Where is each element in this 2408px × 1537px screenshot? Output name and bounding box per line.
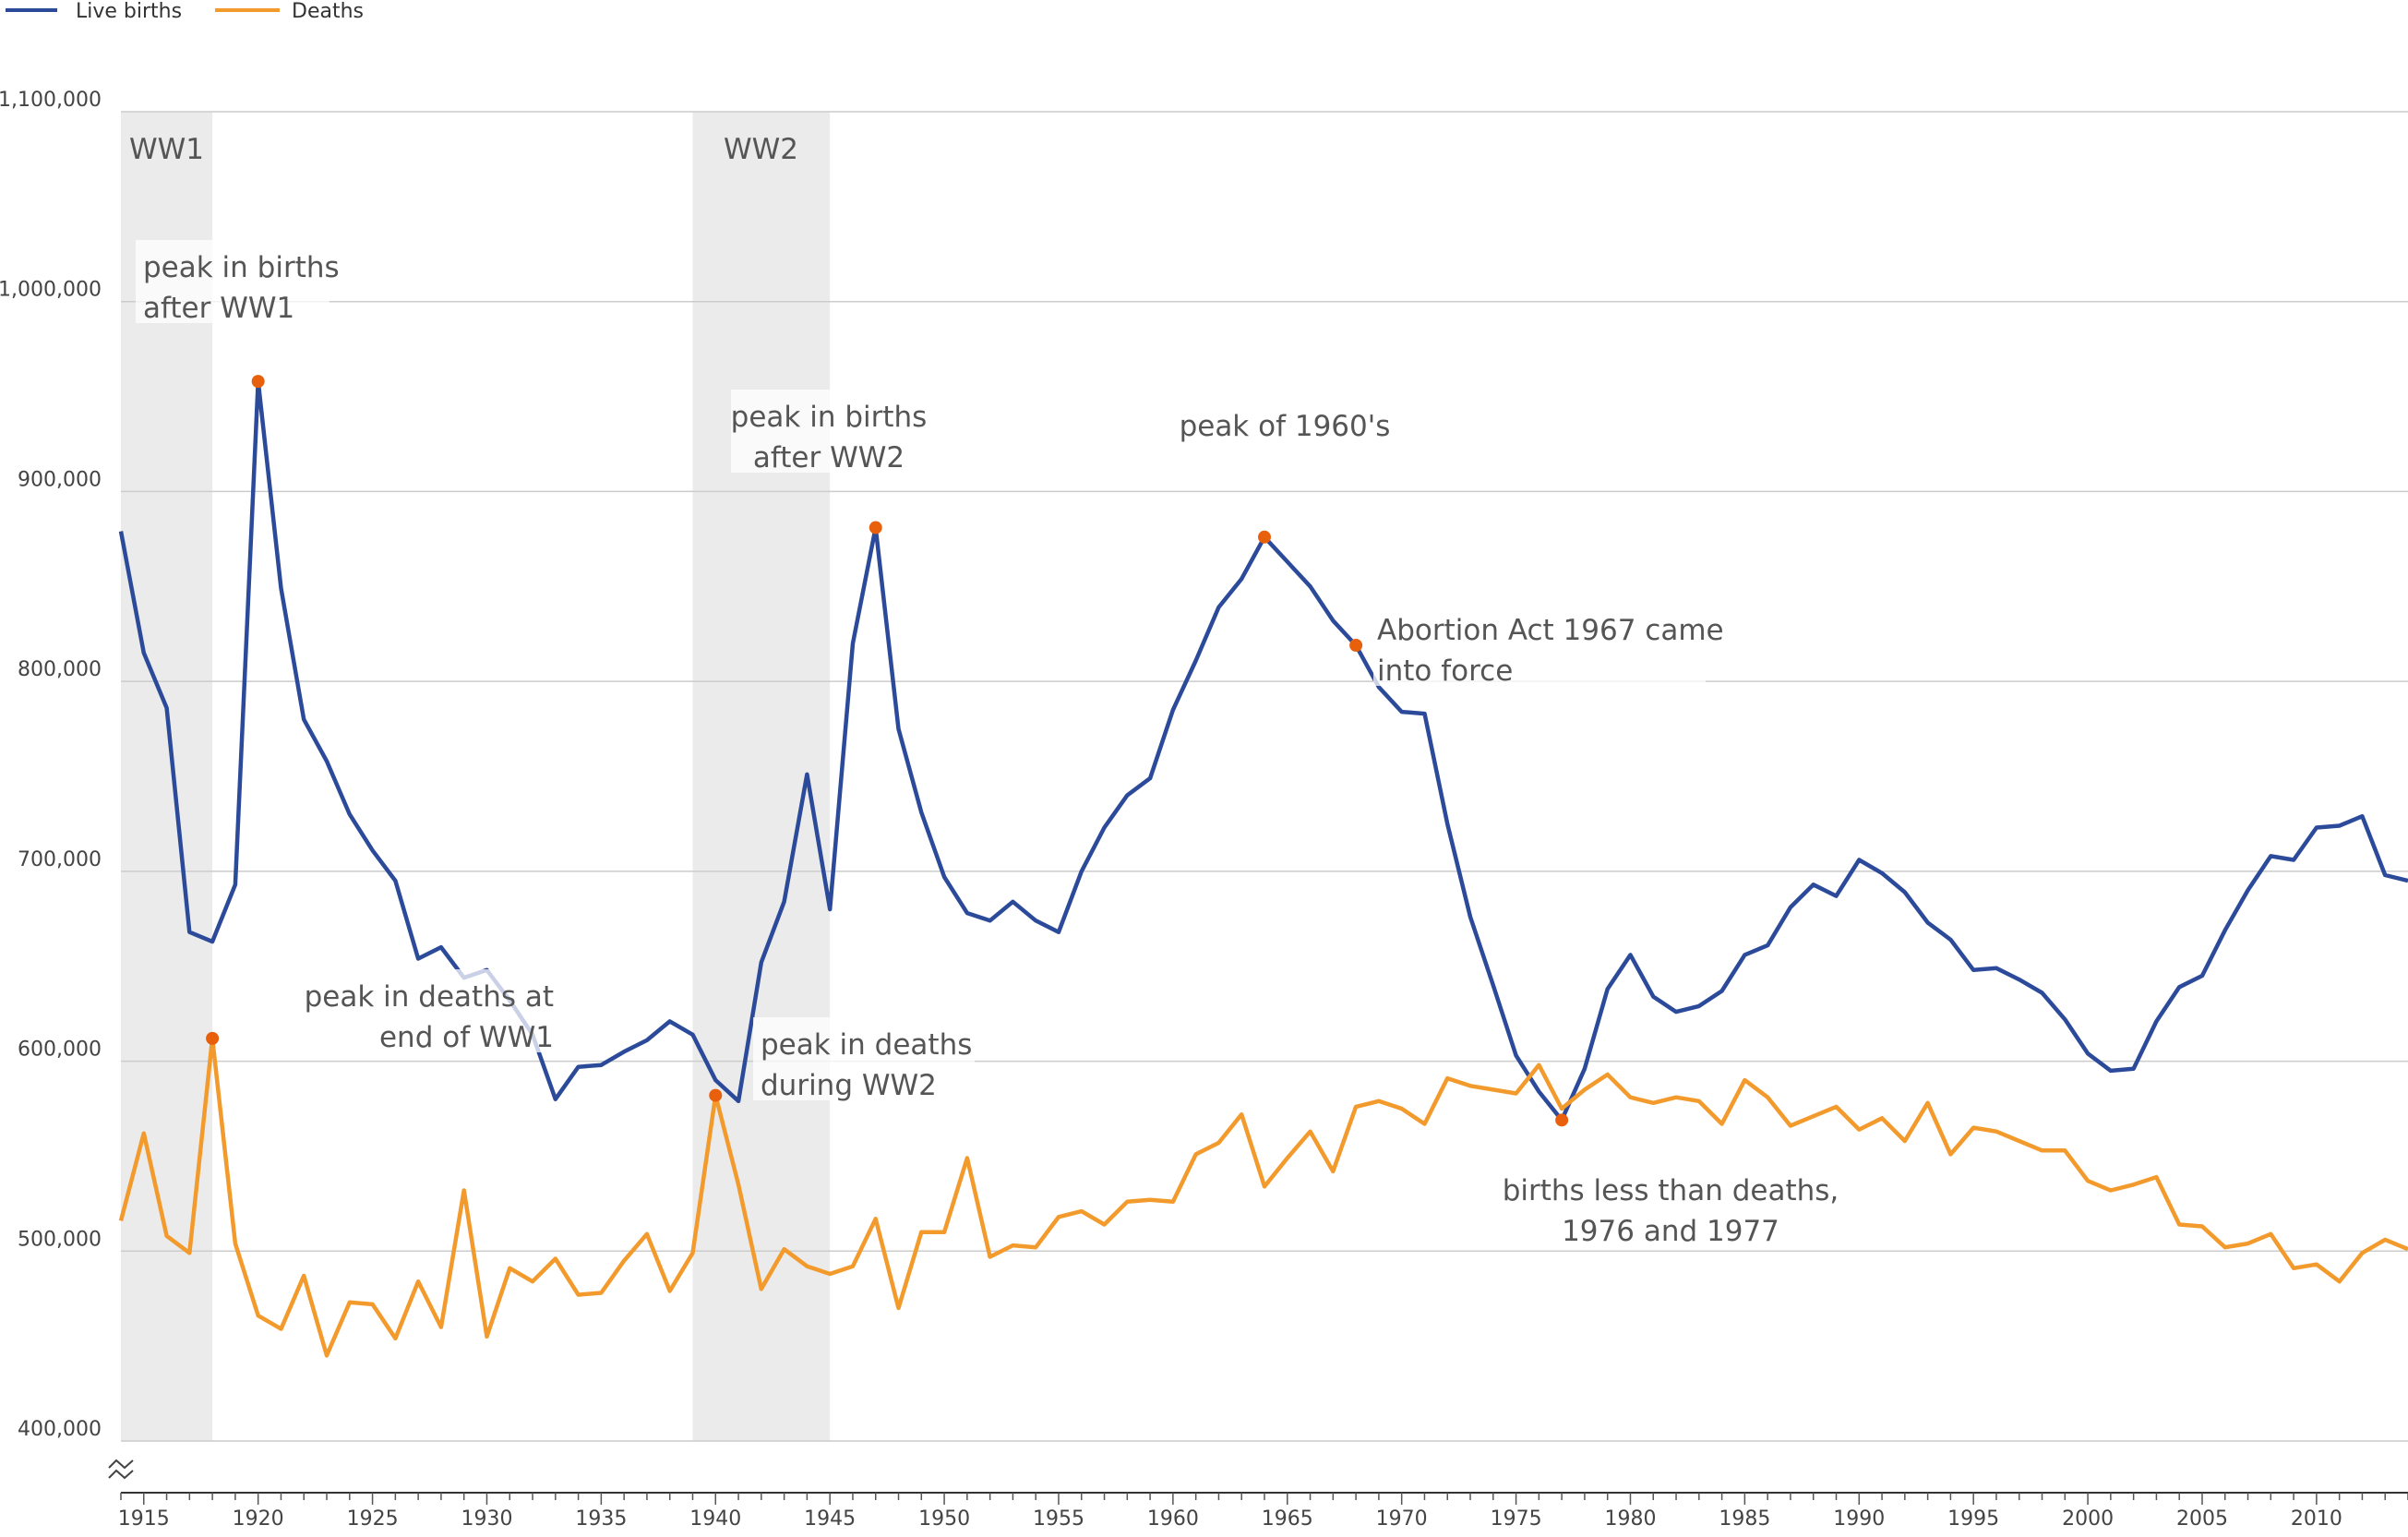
x-tick-label: 1985 [1719, 1507, 1770, 1531]
x-tick-label: 1975 [1491, 1507, 1542, 1531]
x-tick-label: 1920 [233, 1507, 284, 1531]
shaded-period-label-ww1: WW1 [129, 133, 204, 166]
x-tick-label: 1925 [347, 1507, 399, 1531]
highlight-point-1968 [1349, 639, 1363, 653]
highlight-point-1947 [869, 521, 882, 534]
y-axis-ticks: 400,000 500,000 600,000 700,000 800,000 900,0… [0, 89, 102, 1441]
x-tick-label: 1990 [1833, 1507, 1885, 1531]
highlight-point-1920 [251, 375, 265, 389]
annotation-background [753, 1017, 975, 1100]
x-axis: 1915 1920 1925 1930 1935 1940 1945 1950 1955 1960… [118, 1492, 2408, 1531]
x-tick-label: 1935 [575, 1507, 627, 1531]
y-tick-label: 700,000 [18, 848, 102, 871]
x-tick-label: 1960 [1147, 1507, 1199, 1531]
legend-item-live-births[interactable]: Live births [6, 0, 182, 23]
annotation-background [1373, 603, 1706, 686]
legend-label-live-births: Live births [76, 0, 182, 23]
x-tick-label: 1965 [1262, 1507, 1313, 1531]
x-tick-label: 1945 [804, 1507, 856, 1531]
series-lines [118, 378, 2408, 1358]
gridlines [121, 111, 2408, 1442]
annotation-background [305, 969, 561, 1052]
axis-break-mark [108, 1469, 134, 1480]
annotation-text: into force [1377, 654, 1513, 688]
legend-item-deaths[interactable]: Deaths [215, 0, 364, 23]
annotation-4: Abortion Act 1967 came into force [1373, 603, 1724, 688]
annotation-background [731, 390, 927, 473]
y-tick-label: 1,000,000 [0, 279, 102, 302]
annotation-text: peak in births [143, 251, 340, 284]
annotation-2: peak in births after WW2 [731, 390, 928, 474]
y-tick-label: 400,000 [18, 1418, 102, 1441]
annotation-text: births less than deaths, [1503, 1174, 1839, 1207]
x-tick-label: 1980 [1604, 1507, 1656, 1531]
x-tick-label: 1930 [461, 1507, 512, 1531]
x-tick-label: 2005 [2176, 1507, 2228, 1531]
annotation-text: 1976 and 1977 [1562, 1215, 1779, 1248]
series-line-deaths [118, 1036, 2408, 1358]
annotation-text: peak of 1960's [1180, 410, 1391, 443]
annotation-background [136, 240, 329, 323]
annotation-7: births less than deaths, 1976 and 1977 [1503, 1174, 1839, 1248]
annotation-6: peak in deaths during WW2 [753, 1017, 975, 1102]
annotation-text: end of WW1 [379, 1021, 554, 1054]
shaded-period-ww1 [121, 112, 213, 1441]
annotation-text: peak in deaths [761, 1028, 972, 1062]
highlight-point-1918 [206, 1031, 220, 1045]
y-tick-label: 900,000 [18, 468, 102, 491]
annotation-1: peak in births after WW1 [136, 240, 340, 325]
legend: Live births Deaths [6, 0, 364, 23]
annotation-3: peak of 1960's [1180, 410, 1391, 443]
y-tick-label: 1,100,000 [0, 89, 102, 112]
x-tick-label: 1940 [689, 1507, 741, 1531]
highlight-points [206, 375, 1569, 1127]
x-tick-label: 2000 [2062, 1507, 2114, 1531]
legend-label-deaths: Deaths [292, 0, 364, 23]
y-tick-label: 600,000 [18, 1039, 102, 1062]
annotation-text: after WW2 [753, 441, 904, 474]
highlight-point-1940 [709, 1088, 723, 1102]
x-tick-label: 1995 [1947, 1507, 1999, 1531]
axis-break-icon [108, 1459, 134, 1480]
annotations: peak in births after WW1 peak in births aft… [136, 240, 1839, 1248]
x-tick-label: 2010 [2291, 1507, 2342, 1531]
annotation-text: peak in births [731, 401, 928, 434]
x-tick-label: 1970 [1376, 1507, 1428, 1531]
x-tick-label: 1955 [1033, 1507, 1084, 1531]
annotation-5: peak in deaths at end of WW1 [305, 969, 561, 1054]
y-tick-label: 500,000 [18, 1228, 102, 1251]
shaded-period-label-ww2: WW2 [724, 133, 798, 166]
y-tick-label: 800,000 [18, 658, 102, 681]
annotation-text: peak in deaths at [305, 980, 554, 1014]
highlight-point-1977 [1555, 1113, 1569, 1127]
x-tick-label: 1950 [918, 1507, 970, 1531]
highlight-point-1964 [1258, 530, 1271, 544]
annotation-text: after WW1 [143, 292, 294, 325]
annotation-text: during WW2 [761, 1069, 937, 1102]
axis-break-mark [108, 1459, 134, 1470]
x-tick-label: 1915 [118, 1507, 170, 1531]
annotation-text: Abortion Act 1967 came [1377, 614, 1724, 647]
